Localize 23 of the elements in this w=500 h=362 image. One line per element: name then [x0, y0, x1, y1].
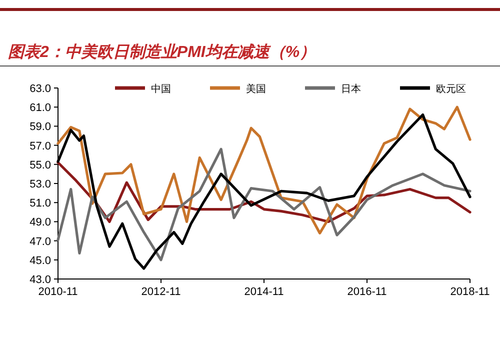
legend-label: 日本	[341, 83, 361, 95]
x-tick-label: 2014-11	[244, 286, 284, 298]
x-tick-label: 2010-11	[38, 286, 78, 298]
y-tick-label: 43.0	[30, 274, 51, 286]
legend-label: 中国	[151, 83, 171, 95]
line-series	[56, 148, 472, 262]
y-tick-label: 53.0	[30, 178, 51, 190]
y-tick-label: 55.0	[30, 159, 51, 172]
y-tick-label: 63.0	[30, 83, 51, 95]
x-tick-label: 2016-11	[347, 286, 387, 298]
x-tick-label: 2012-11	[141, 286, 181, 298]
y-tick-label: 57.0	[30, 140, 51, 152]
line-series	[56, 106, 472, 234]
x-tick-label: 2018-11	[450, 286, 490, 298]
y-tick-label: 61.0	[30, 102, 51, 114]
y-tick-label: 49.0	[30, 216, 51, 229]
chart-title: 图表2：中美欧日制造业PMI均在减速（%）	[8, 42, 316, 61]
y-tick-label: 59.0	[30, 121, 51, 134]
y-tick-label: 51.0	[30, 198, 51, 210]
legend-label: 美国	[246, 83, 266, 95]
y-tick-label: 47.0	[30, 236, 51, 248]
legend-label: 欧元区	[436, 84, 466, 95]
y-tick-label: 45.0	[30, 254, 51, 267]
